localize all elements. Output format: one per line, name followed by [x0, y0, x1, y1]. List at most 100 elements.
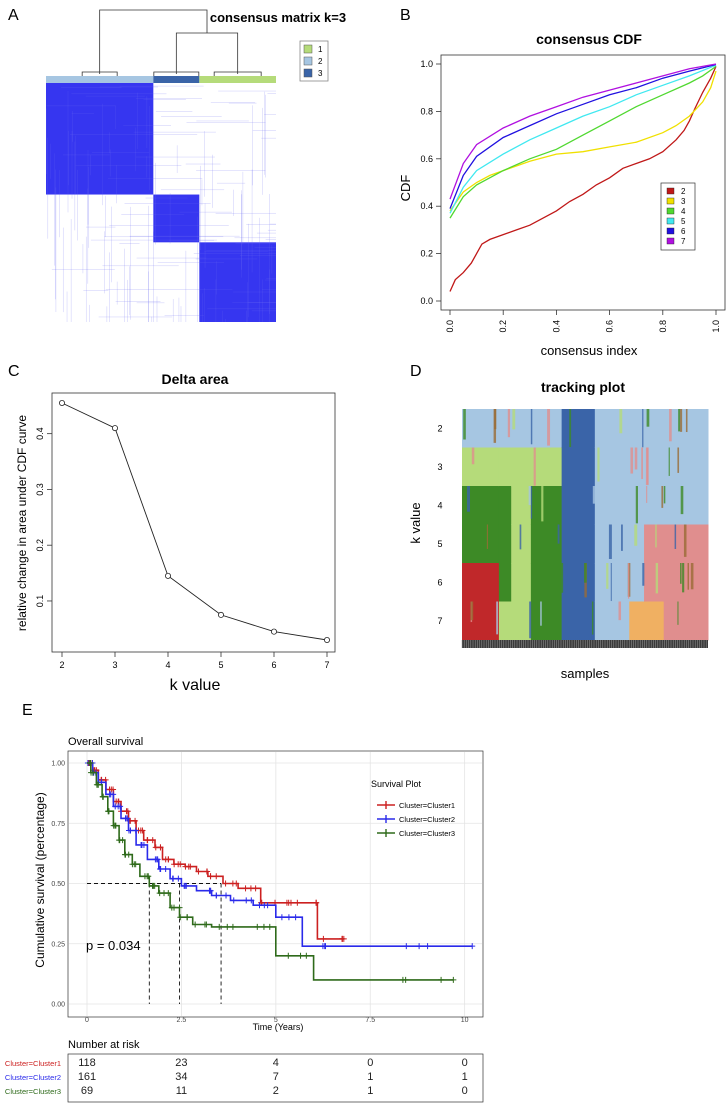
survival-x-tick-label: 2.5	[177, 1017, 187, 1024]
delta-x-tick-label: 6	[271, 660, 276, 670]
cdf-legend-swatch	[666, 237, 675, 245]
tracking-cell	[462, 524, 500, 564]
risk-count: 4	[273, 1057, 279, 1069]
dendrogram-leaf-branch	[153, 71, 200, 76]
cdf-legend-label: 7	[681, 237, 686, 246]
censor-mark	[260, 923, 267, 930]
tracking-cell	[530, 409, 563, 448]
delta-y-tick-label: 0.3	[35, 483, 45, 496]
consensus-matrix-panel: consensus matrix k=3 1 2 3	[46, 9, 346, 322]
censor-mark	[153, 856, 160, 863]
cdf-legend-swatch	[666, 217, 675, 225]
tracking-cell	[561, 524, 596, 564]
tracking-streak	[685, 409, 688, 433]
tracking-streak	[683, 524, 687, 557]
risk-row-label: Cluster=Cluster3	[5, 1087, 61, 1096]
survival-y-tick-label: 0.50	[51, 881, 65, 888]
risk-table-frame	[67, 1053, 484, 1103]
censor-mark	[224, 923, 231, 930]
risk-count: 11	[176, 1085, 187, 1097]
panel-letter-d: D	[410, 363, 422, 380]
tracking-streak	[680, 486, 684, 515]
risk-count: 0	[462, 1057, 468, 1069]
tracking-cell	[594, 447, 630, 487]
delta-point	[164, 572, 171, 579]
tracking-streak	[533, 447, 536, 486]
tracking-cell	[561, 601, 596, 641]
cdf-line-k6	[449, 63, 717, 209]
risk-count: 1	[367, 1071, 373, 1083]
cluster-legend: 1 2 3	[299, 40, 329, 82]
tracking-streak	[674, 524, 677, 549]
risk-count: 118	[78, 1057, 96, 1069]
tracking-streak	[519, 524, 522, 550]
survival-title: Overall survival	[68, 736, 143, 748]
censor-mark	[144, 837, 151, 844]
tracking-streak	[528, 486, 531, 506]
tracking-streak	[642, 563, 645, 586]
censor-mark	[157, 844, 164, 851]
delta-point	[323, 637, 330, 644]
tracking-cell	[530, 563, 563, 602]
tracking-streak	[669, 409, 672, 442]
censor-mark	[340, 935, 347, 942]
consensus-block	[199, 242, 276, 322]
tracking-streak	[606, 563, 609, 589]
tracking-cell	[594, 524, 630, 564]
survival-x-tick-label: 5	[274, 1017, 278, 1024]
tracking-streak	[547, 409, 551, 446]
censor-mark	[137, 827, 144, 834]
delta-point	[217, 611, 224, 618]
tracking-cell	[511, 601, 532, 641]
censor-mark	[145, 873, 152, 880]
tracking-cell	[629, 563, 645, 602]
cdf-line-k3	[449, 70, 717, 212]
tracking-cell	[511, 447, 532, 487]
tracking-streak	[677, 601, 679, 625]
delta-line	[59, 399, 330, 644]
cdf-legend-label: 6	[681, 227, 686, 236]
cdf-y-tick-label: 0.4	[420, 201, 433, 211]
censor-mark	[285, 914, 292, 921]
censor-mark	[195, 868, 202, 875]
censor-mark	[192, 921, 199, 928]
cdf-y-tick-label: 0.0	[420, 296, 433, 306]
cdf-axes: 0.0 0.2 0.4 0.6 0.8 1.0 0.0 0.2 0.4 0.6 0.8 1.0	[420, 59, 721, 333]
censor-mark	[252, 885, 259, 892]
censor-mark	[261, 902, 268, 909]
tracking-streak	[641, 447, 643, 480]
censor-mark	[278, 914, 285, 921]
cdf-line-k2	[449, 66, 717, 292]
survival-y-tick-label: 0.75	[51, 821, 65, 828]
tracking-cell	[663, 563, 709, 602]
dendrogram-leaf-branch	[213, 71, 262, 76]
censor-mark	[99, 793, 106, 800]
censor-mark	[112, 803, 119, 810]
cdf-legend-swatch	[666, 187, 675, 195]
censor-mark	[207, 873, 214, 880]
cdf-legend-label: 4	[681, 207, 686, 216]
tracking-cell	[511, 486, 532, 525]
cdf-ylabel: CDF	[398, 175, 413, 202]
censor-mark	[151, 882, 158, 889]
survival-legend-label: Cluster=Cluster3	[399, 829, 455, 838]
censor-mark	[129, 861, 136, 868]
censor-mark	[223, 892, 230, 899]
censor-mark	[182, 882, 189, 889]
censor-mark	[248, 897, 255, 904]
tracking-cell	[561, 409, 596, 448]
risk-count: 161	[78, 1071, 96, 1083]
tracking-streak	[591, 601, 594, 635]
risk-row-label: Cluster=Cluster2	[5, 1073, 61, 1082]
delta-point	[59, 399, 66, 406]
tracking-cell	[594, 409, 630, 448]
risk-table-title: Number at risk	[68, 1039, 140, 1051]
survival-xlabel: Time (Years)	[253, 1022, 304, 1032]
delta-y-tick-label: 0.4	[35, 427, 45, 440]
tracking-cell	[462, 409, 500, 448]
censor-mark	[201, 921, 208, 928]
censor-mark	[127, 827, 134, 834]
survival-curves	[84, 760, 476, 1004]
cluster-legend-swatch	[303, 44, 313, 54]
